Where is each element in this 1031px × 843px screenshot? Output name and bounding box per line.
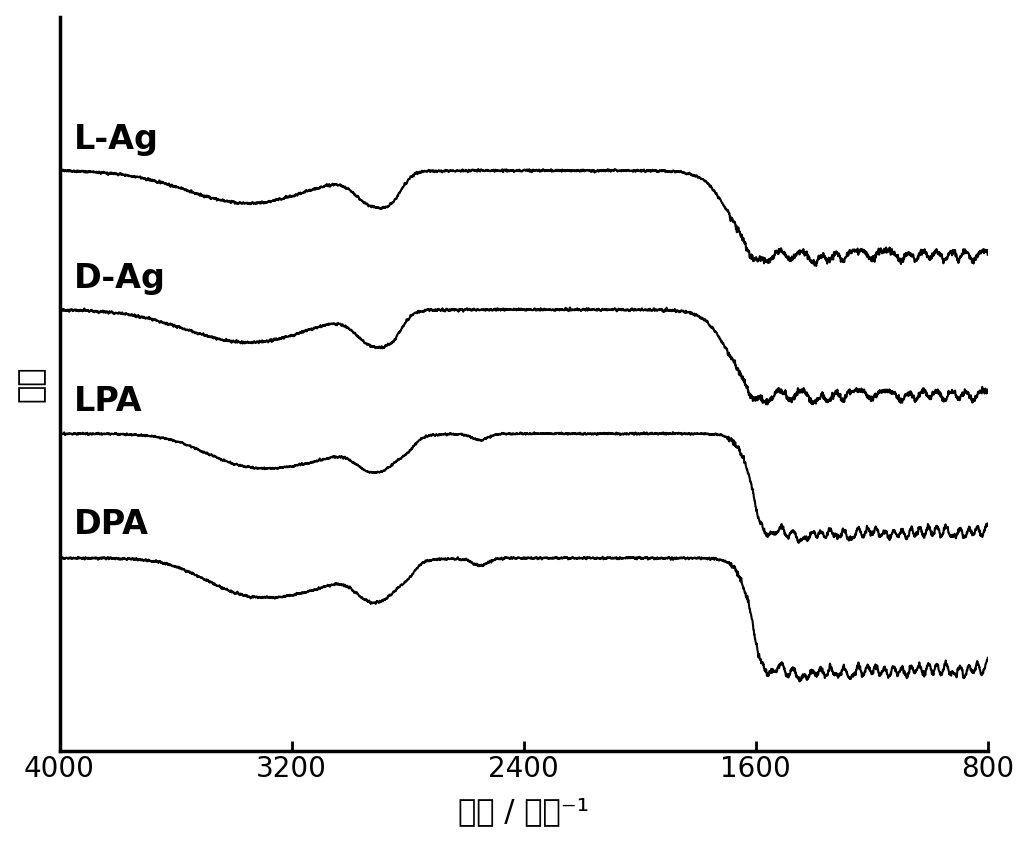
Text: L-Ag: L-Ag (74, 123, 159, 156)
Text: LPA: LPA (74, 385, 142, 418)
X-axis label: 波数 / 厘米⁻¹: 波数 / 厘米⁻¹ (458, 797, 589, 826)
Text: D-Ag: D-Ag (74, 261, 166, 294)
Y-axis label: 强度: 强度 (16, 365, 45, 402)
Text: DPA: DPA (74, 508, 149, 541)
